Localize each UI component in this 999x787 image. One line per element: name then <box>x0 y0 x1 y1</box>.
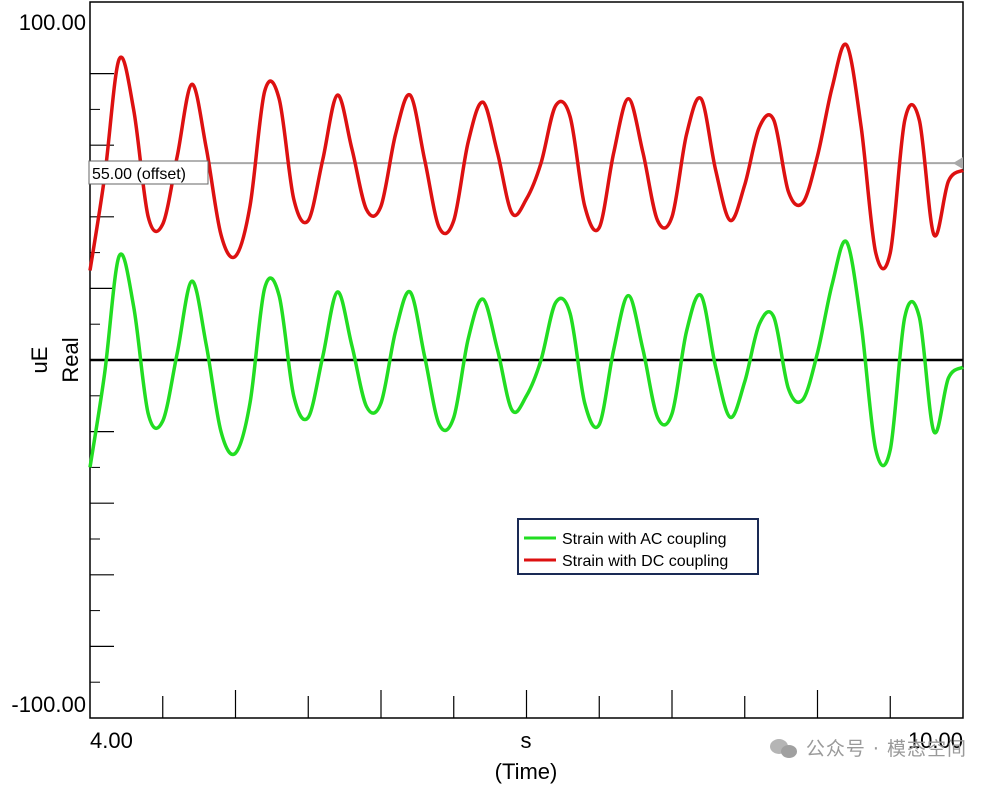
legend: Strain with AC coupling Strain with DC c… <box>517 518 759 575</box>
watermark: 公众号 · 模态空间 <box>769 734 967 761</box>
y-axis-label: Real <box>58 337 83 382</box>
legend-label-dc: Strain with DC coupling <box>562 553 728 570</box>
legend-label-ac: Strain with AC coupling <box>562 531 727 548</box>
x-tick-label-min: 4.00 <box>90 728 133 753</box>
x-axis-unit: s <box>521 728 532 753</box>
offset-label-text: 55.00 (offset) <box>92 166 186 183</box>
series-line-dc <box>88 42 965 271</box>
x-tick-label-max: 10.00 <box>908 728 963 753</box>
series-layer <box>88 42 965 468</box>
offset-label-box <box>88 160 209 185</box>
watermark-text: 公众号 · 模态空间 <box>805 738 967 760</box>
offset-marker-icon <box>953 157 963 170</box>
offset-label: 55.00 (offset) <box>88 160 209 185</box>
y-tick-label-min: -100.00 <box>11 692 86 717</box>
x-axis-label: (Time) <box>495 759 558 784</box>
y-axis-unit: uE <box>27 347 52 374</box>
series-line-ac <box>88 239 965 468</box>
wechat-icon <box>769 737 798 759</box>
tick-layer <box>90 72 891 718</box>
legend-box <box>517 518 759 575</box>
y-tick-label-max: 100.00 <box>19 10 86 35</box>
